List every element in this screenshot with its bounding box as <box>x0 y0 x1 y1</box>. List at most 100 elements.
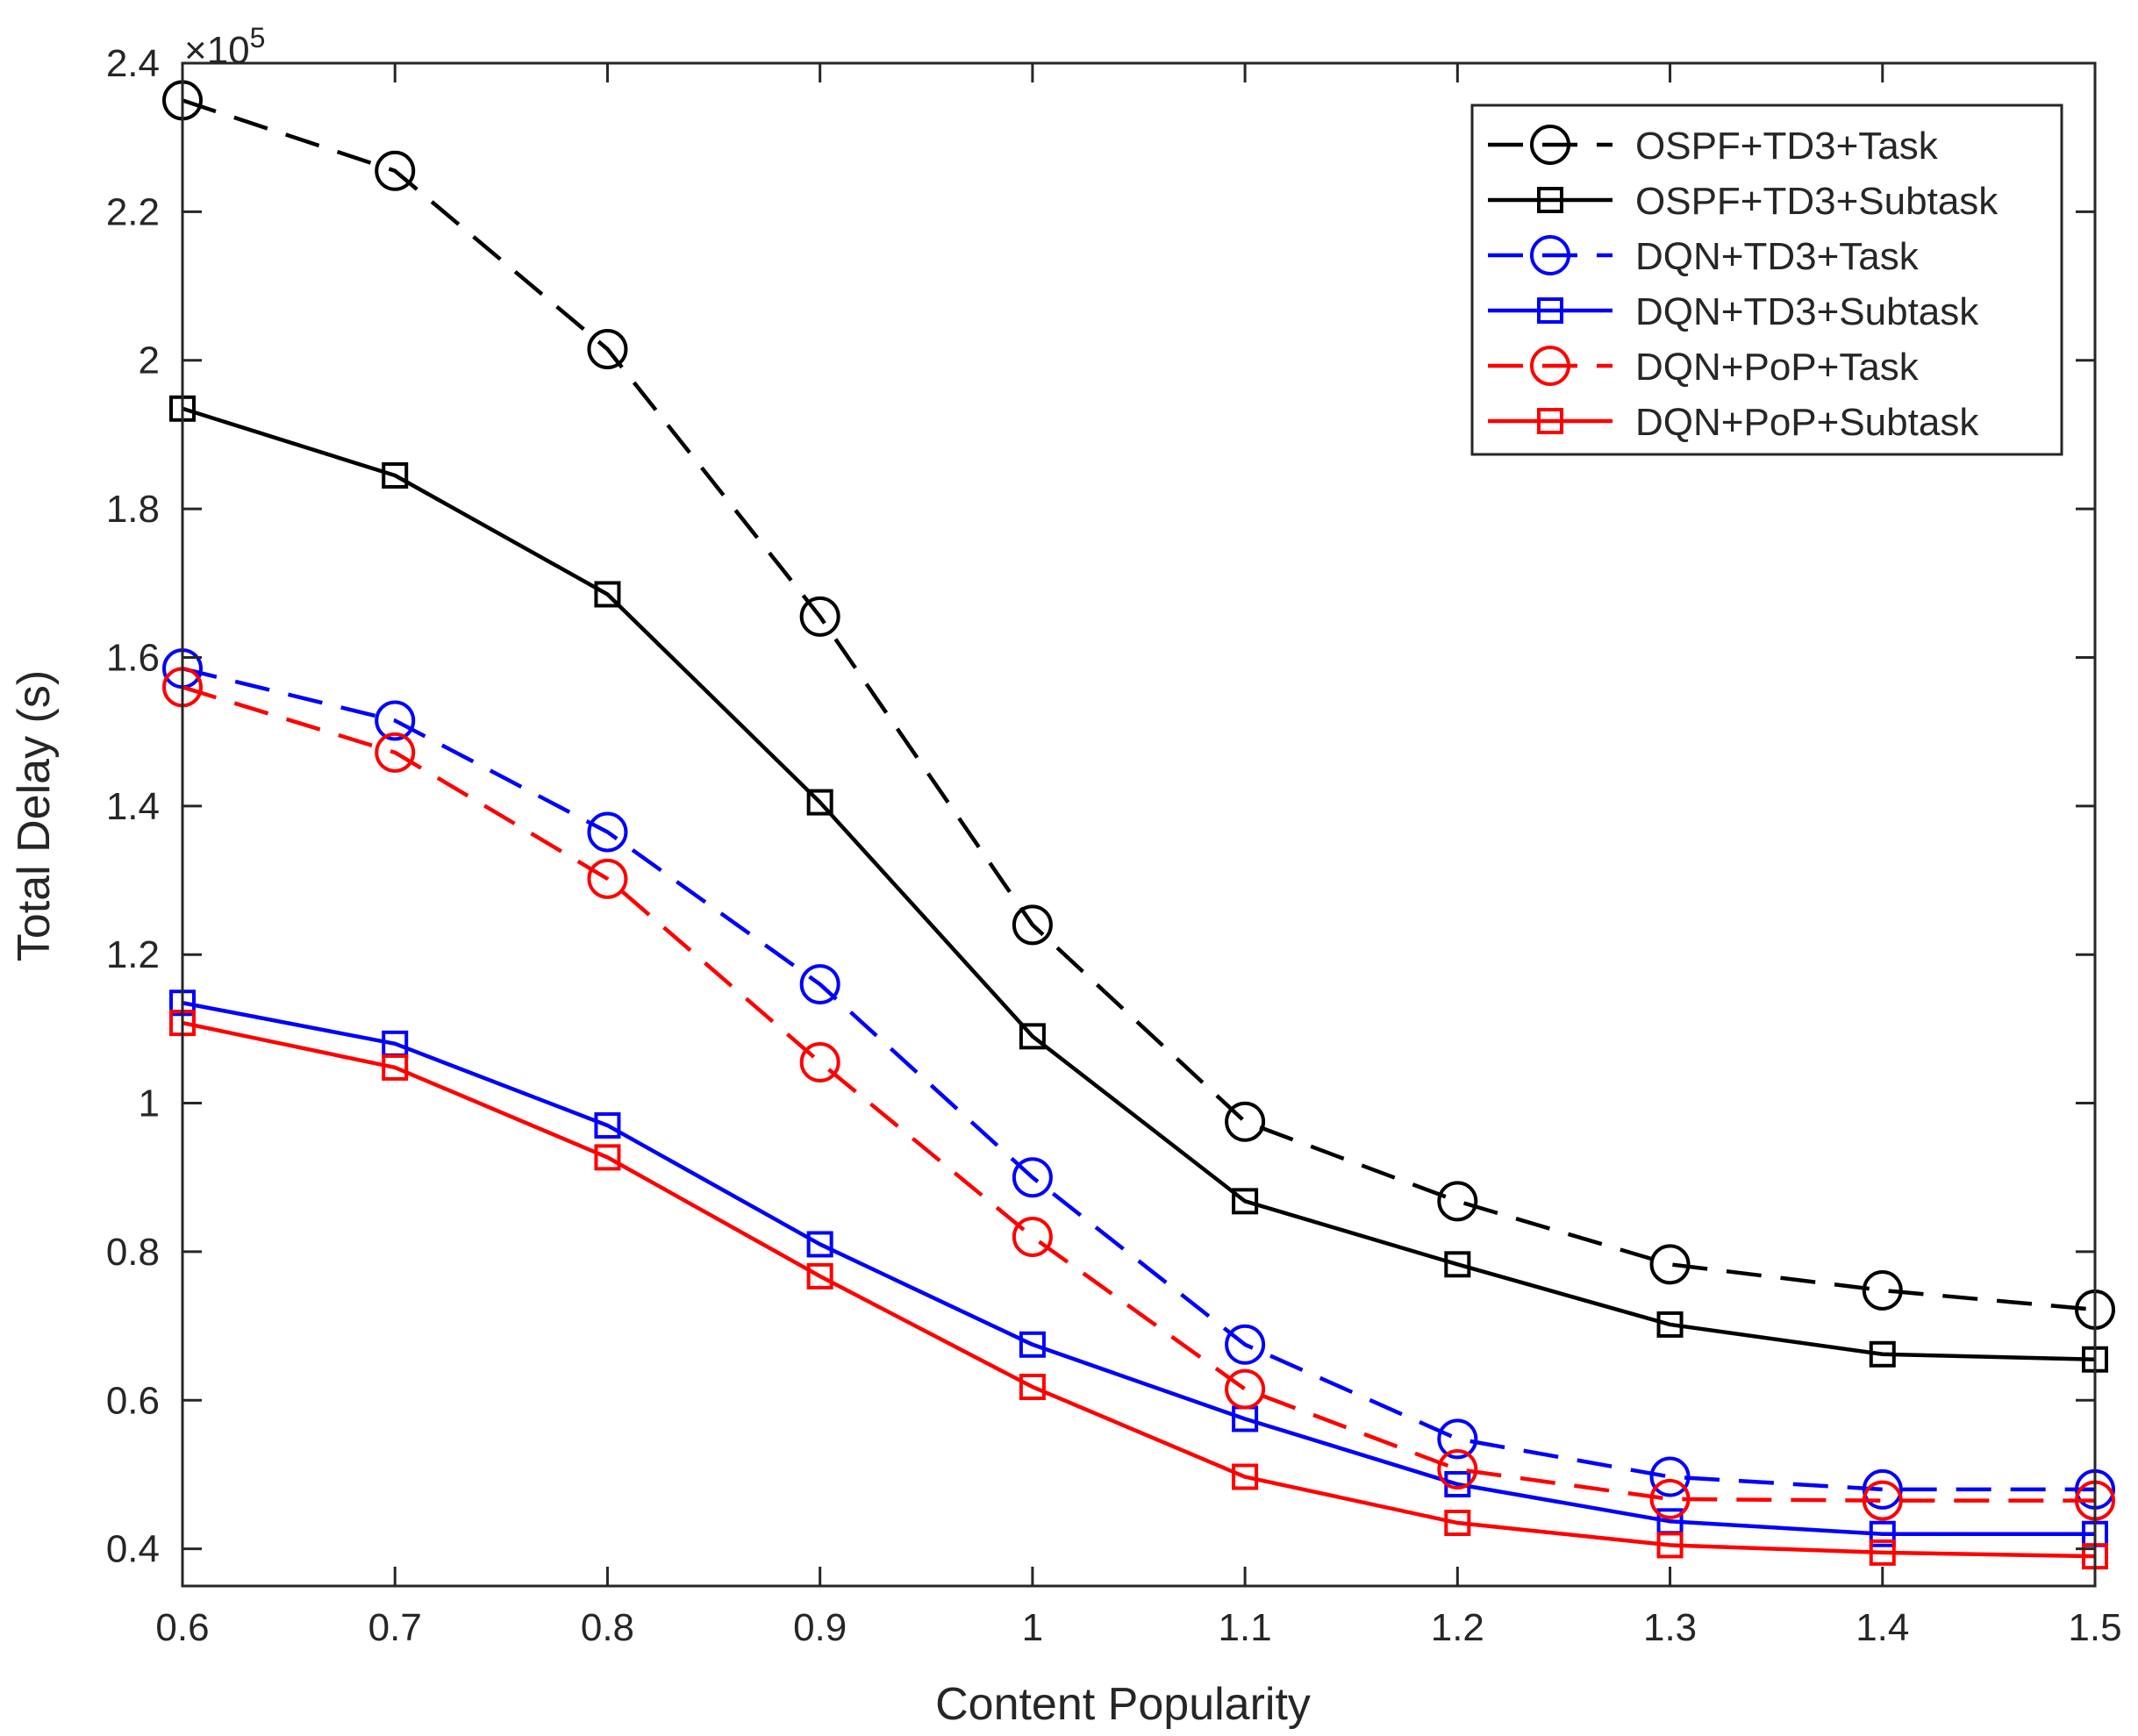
y-tick-label: 1.8 <box>106 488 160 531</box>
data-point <box>1012 1216 1053 1257</box>
x-tick-label: 0.8 <box>581 1606 634 1649</box>
y-tick-label: 1.4 <box>106 785 160 828</box>
data-point <box>1649 1244 1691 1285</box>
y-exponent-base: ×10 <box>184 29 250 72</box>
legend-marker <box>1530 346 1570 386</box>
data-point <box>1019 1023 1046 1050</box>
data-point <box>1869 1539 1896 1566</box>
series-dqn-pop-subtask <box>169 1010 2108 1570</box>
data-point <box>1437 1418 1478 1460</box>
x-tick-label: 0.7 <box>368 1606 422 1649</box>
data-point <box>375 700 416 741</box>
data-point <box>1225 1368 1266 1410</box>
data-point <box>1019 1374 1046 1401</box>
y-tick-label: 0.4 <box>106 1528 160 1571</box>
legend: OSPF+TD3+Task OSPF+TD3+Subtask DQN+TD3+Tas… <box>1470 104 2063 456</box>
x-tick-label: 0.6 <box>155 1606 209 1649</box>
data-point <box>375 732 416 773</box>
series-layer <box>162 80 2115 1570</box>
series-line <box>182 406 2096 1361</box>
data-point <box>806 1231 833 1258</box>
data-point <box>1444 1510 1471 1537</box>
legend-label: DQN+TD3+Task <box>1635 235 1920 278</box>
data-point <box>806 1262 833 1289</box>
series-line <box>182 1020 2096 1559</box>
data-point <box>1012 1157 1053 1198</box>
y-tick-label: 0.8 <box>106 1231 160 1274</box>
legend-box <box>1470 104 2063 456</box>
data-point <box>1869 1340 1896 1368</box>
data-point <box>594 581 621 608</box>
legend-label: OSPF+TD3+Subtask <box>1635 180 1999 223</box>
axes-layer: 0.6 0.7 0.8 0.9 1 1.1 1.2 1.3 1.4 1.5 0.4 0.6 0.8 1 1.… <box>106 42 2122 1649</box>
data-point <box>375 150 416 191</box>
x-tick-label: 0.9 <box>793 1606 847 1649</box>
y-tick-label: 1.2 <box>106 933 160 976</box>
x-tick-label: 1.3 <box>1643 1606 1697 1649</box>
legend-marker <box>1530 235 1570 275</box>
series-line <box>182 98 2096 1312</box>
data-point <box>1232 1463 1259 1490</box>
y-tick-label: 2.2 <box>106 190 160 233</box>
data-point <box>1225 1324 1266 1365</box>
legend-marker <box>1537 187 1563 213</box>
y-tick-label: 2.4 <box>106 42 160 85</box>
legend-item: DQN+TD3+Subtask <box>1488 290 1979 333</box>
data-point <box>1649 1478 1691 1519</box>
series-dqn-td3-task <box>162 648 2115 1510</box>
data-point <box>1437 1449 1478 1490</box>
data-point <box>1012 904 1053 946</box>
series-line <box>182 685 2095 1503</box>
data-point <box>587 329 628 370</box>
data-point <box>799 1041 840 1082</box>
series-dqn-td3-subtask <box>169 989 2108 1547</box>
data-point <box>1232 1188 1259 1215</box>
legend-item: DQN+PoP+Subtask <box>1488 401 1979 444</box>
data-point <box>594 1111 621 1139</box>
legend-label: DQN+PoP+Task <box>1635 346 1920 389</box>
data-point <box>799 596 840 637</box>
data-point <box>1656 1311 1684 1338</box>
legend-label: OSPF+TD3+Task <box>1635 125 1939 168</box>
data-point <box>806 789 833 816</box>
legend-item: OSPF+TD3+Subtask <box>1488 180 1999 223</box>
x-axis-label: Content Popularity <box>935 1679 1311 1730</box>
data-point <box>1649 1456 1691 1497</box>
data-point <box>1444 1251 1471 1278</box>
data-point <box>1862 1468 1903 1510</box>
data-point <box>1862 1480 1903 1521</box>
data-point <box>587 858 628 899</box>
legend-item: OSPF+TD3+Task <box>1488 125 1939 168</box>
data-point <box>799 964 840 1005</box>
y-tick-label: 1.6 <box>106 636 160 679</box>
data-point <box>1862 1269 1903 1311</box>
legend-marker <box>1537 408 1563 434</box>
data-point <box>1437 1181 1478 1222</box>
legend-item: DQN+PoP+Task <box>1488 346 1920 389</box>
data-point <box>1656 1532 1684 1559</box>
y-tick-label: 0.6 <box>106 1379 160 1422</box>
legend-marker <box>1530 125 1570 165</box>
x-tick-label: 1.4 <box>1856 1606 1909 1649</box>
legend-marker <box>1537 297 1563 324</box>
series-line <box>182 1001 2095 1536</box>
y-tick-label: 2 <box>139 339 160 382</box>
legend-item: DQN+TD3+Task <box>1488 235 1920 278</box>
data-point <box>382 461 409 489</box>
x-tick-label: 1.2 <box>1431 1606 1484 1649</box>
y-axis-label: Total Delay (s) <box>9 670 60 961</box>
legend-label: DQN+TD3+Subtask <box>1635 290 1979 333</box>
data-point <box>1019 1331 1046 1358</box>
x-tick-label: 1.1 <box>1219 1606 1272 1649</box>
x-tick-label: 1.5 <box>2068 1606 2121 1649</box>
data-point <box>594 1144 621 1171</box>
y-exponent-power: 5 <box>250 22 266 54</box>
legend-label: DQN+PoP+Subtask <box>1635 401 1979 444</box>
plot-frame <box>181 61 2097 1588</box>
data-point <box>587 811 628 853</box>
series-ospf-td3-task <box>162 80 2115 1330</box>
series-line <box>182 666 2095 1492</box>
data-point <box>1869 1520 1896 1547</box>
y-tick-label: 1 <box>139 1082 160 1125</box>
